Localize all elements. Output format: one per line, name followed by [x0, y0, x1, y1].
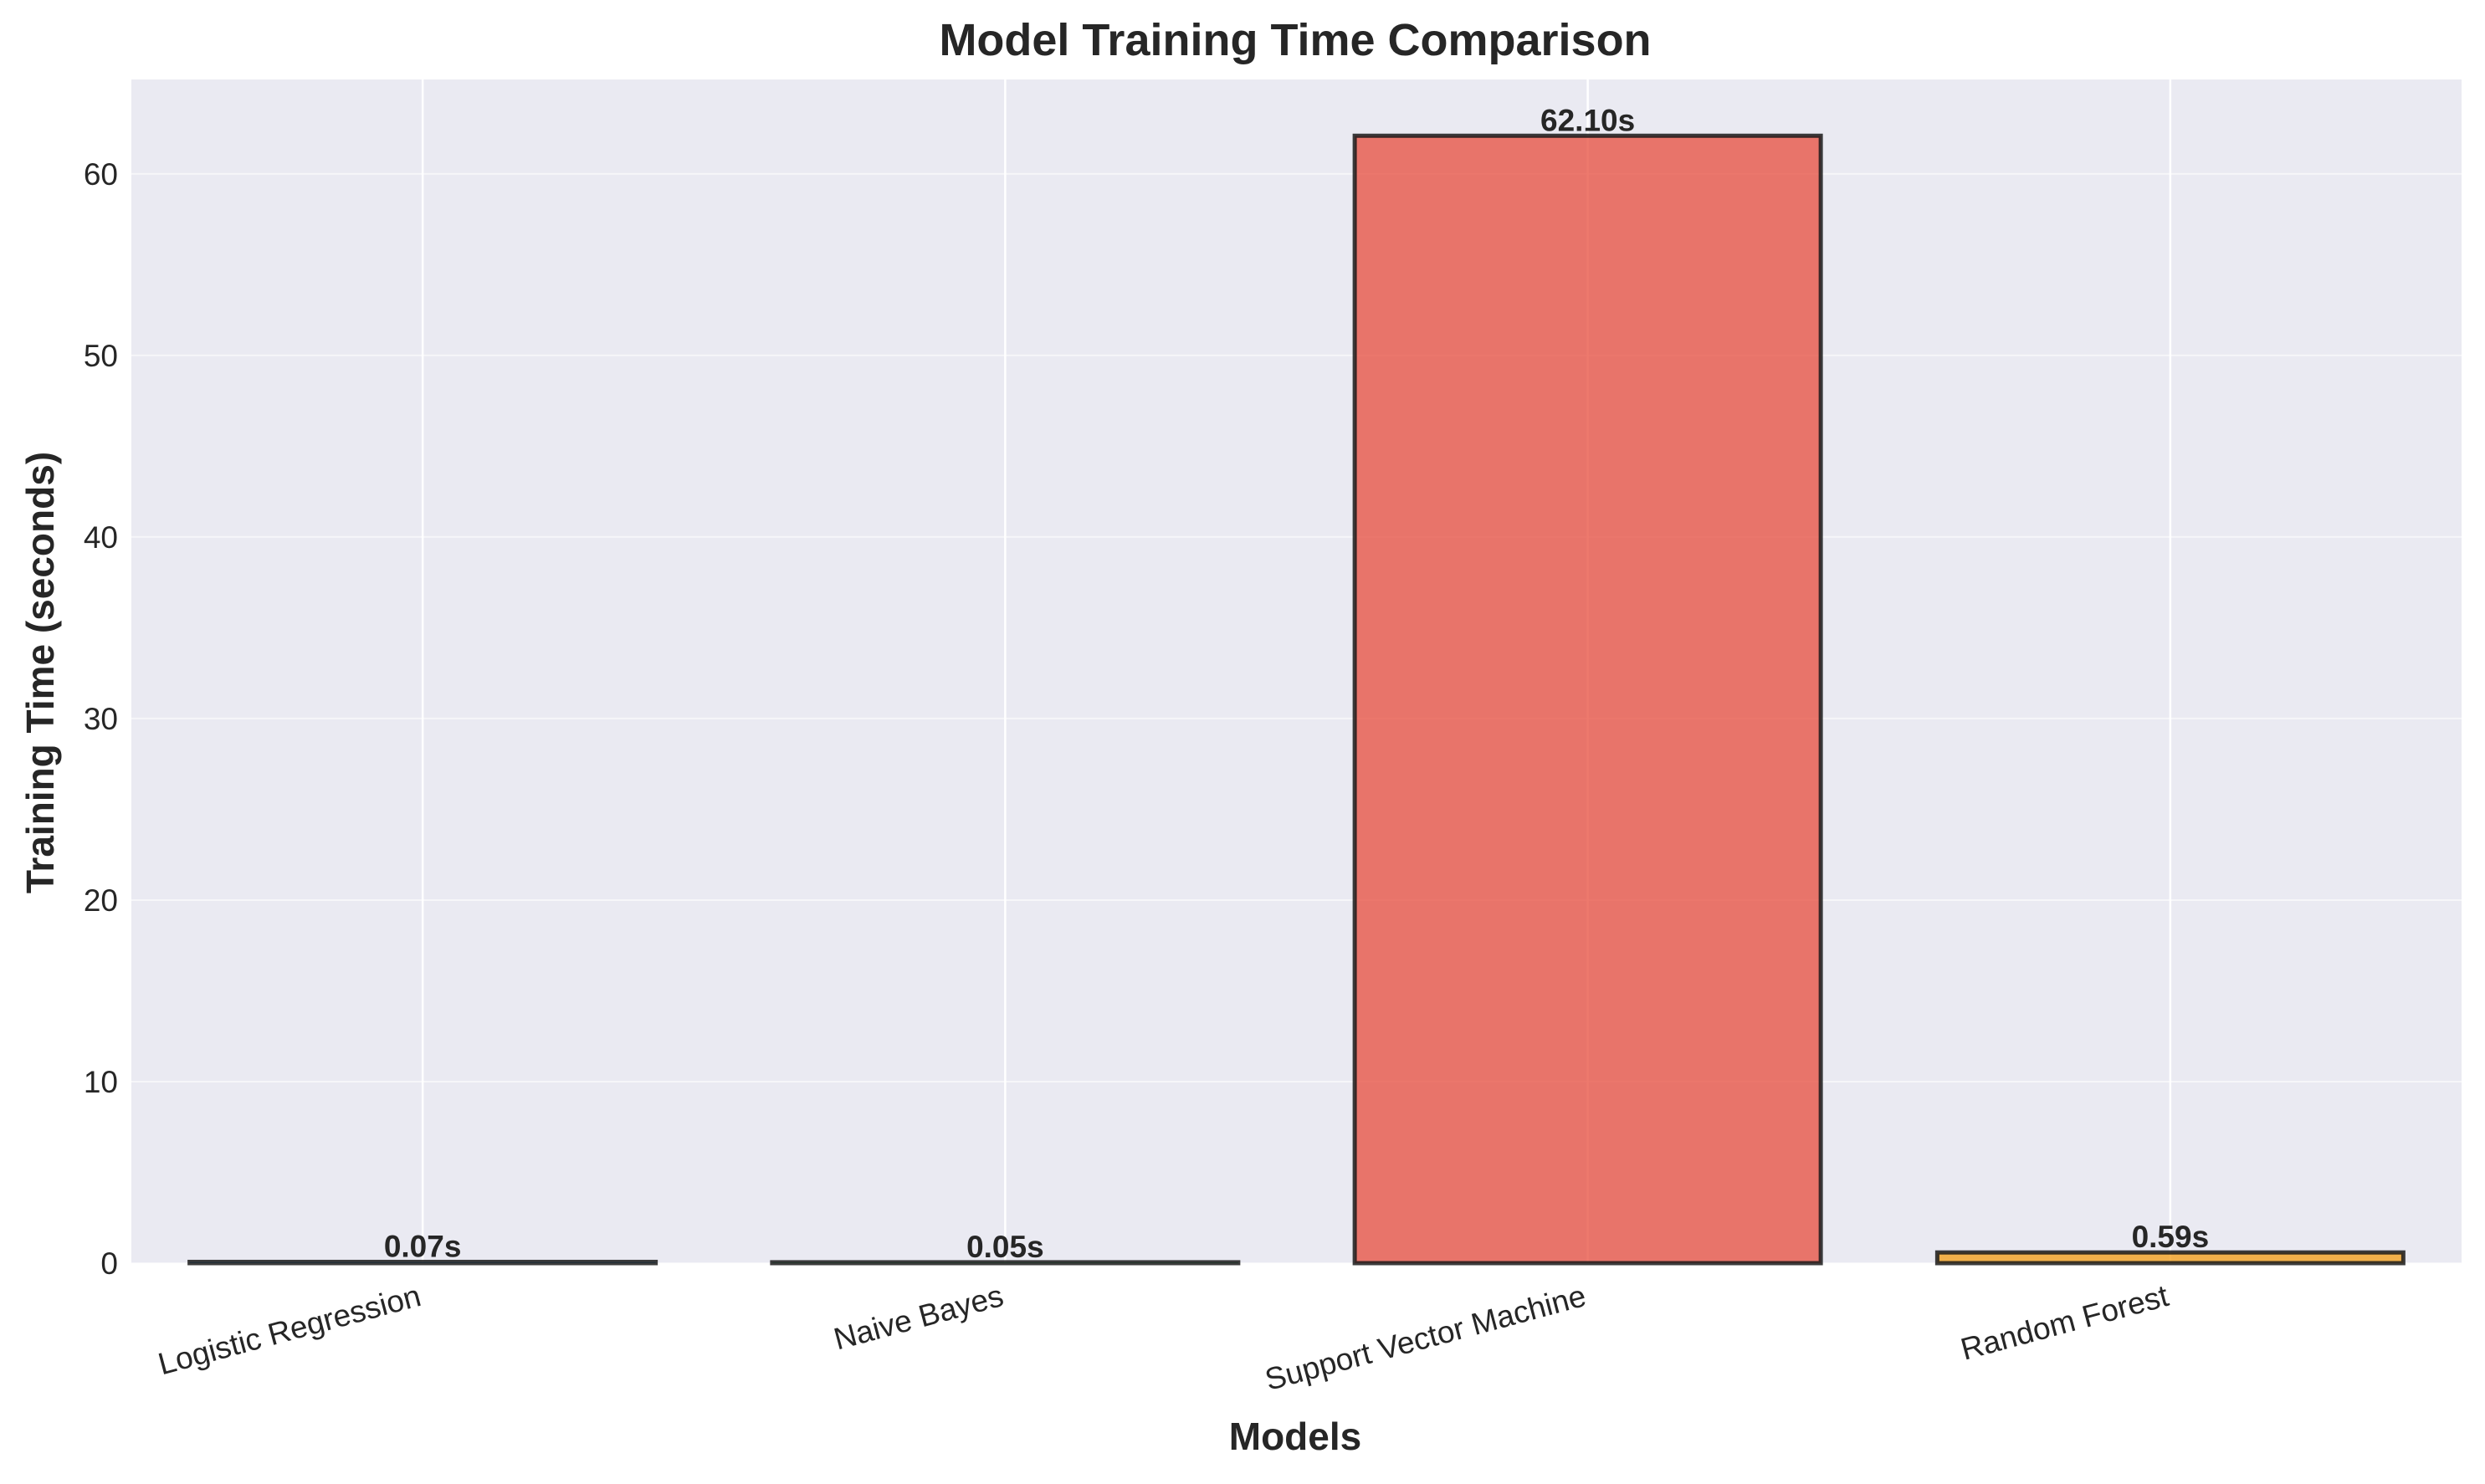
y-tick-label-6: 60: [84, 157, 118, 192]
x-tick-label-1: Naive Bayes: [830, 1278, 1007, 1356]
bar-3: [1934, 1250, 2406, 1266]
value-label-3: 0.59s: [2132, 1220, 2210, 1254]
bar-0: [187, 1259, 658, 1266]
plot-area-background: [131, 79, 2462, 1263]
value-label-0: 0.07s: [384, 1229, 462, 1263]
x-tick-label-3: Random Forest: [1957, 1278, 2173, 1367]
x-tick-label-0: Logistic Regression: [155, 1278, 425, 1381]
y-tick-label-1: 10: [84, 1065, 118, 1099]
bar-1: [770, 1260, 1241, 1266]
y-tick-label-5: 50: [84, 339, 118, 373]
chart-title: Model Training Time Comparison: [939, 15, 1651, 65]
y-axis-label: Training Time (seconds): [18, 452, 62, 893]
bar-2: [1352, 133, 1823, 1266]
y-tick-label-4: 40: [84, 520, 118, 555]
value-label-2: 62.10s: [1540, 103, 1635, 137]
x-tick-label-2: Support Vector Machine: [1262, 1278, 1590, 1397]
y-tick-label-0: 0: [100, 1246, 118, 1281]
y-tick-label-3: 30: [84, 702, 118, 736]
value-label-1: 0.05s: [966, 1230, 1044, 1264]
x-axis-label: Models: [1229, 1415, 1361, 1458]
y-tick-label-2: 20: [84, 883, 118, 918]
